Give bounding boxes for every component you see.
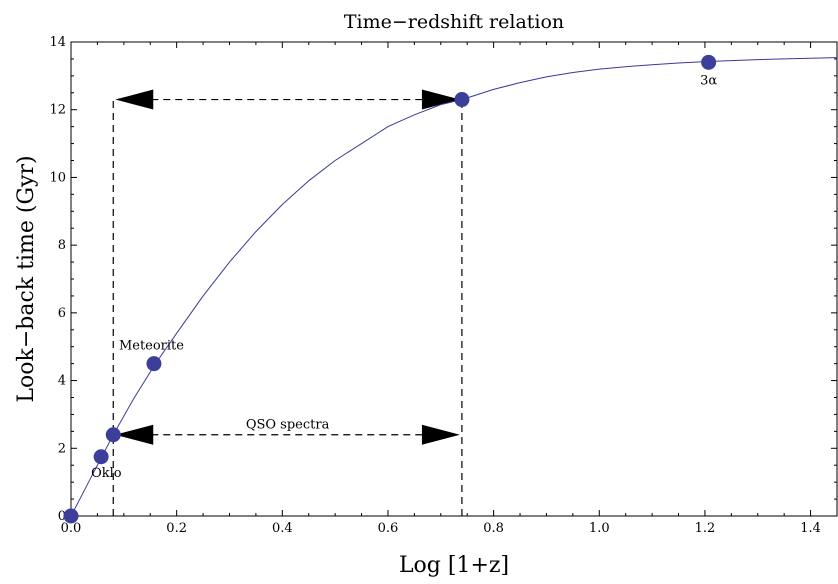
arrowhead-bottom-left — [115, 424, 154, 445]
data-point — [105, 427, 121, 443]
x-axis-ticks: 0.0 0.2 0.4 0.6 0.8 1.0 1.2 1.4 — [61, 42, 838, 536]
y-tick-label: 10 — [49, 170, 66, 185]
data-point — [93, 449, 109, 465]
y-tick-label: 8 — [58, 238, 66, 253]
time-redshift-curve — [70, 57, 838, 517]
qso-spectra-label: QSO spectra — [246, 418, 330, 433]
curve-layer — [70, 57, 838, 517]
y-tick-label: 2 — [58, 441, 66, 456]
arrowhead-top-left — [115, 89, 154, 110]
x-tick-label: 0.0 — [61, 521, 82, 536]
point-annotations: Oklo Meteorite 3α — [91, 73, 717, 480]
x-tick-label: 0.2 — [166, 521, 187, 536]
point-label: 3α — [700, 73, 717, 88]
x-tick-label: 0.6 — [378, 521, 399, 536]
y-tick-label: 4 — [58, 374, 66, 389]
x-tick-label: 1.4 — [800, 521, 821, 536]
data-point — [701, 54, 717, 70]
x-tick-label: 0.4 — [272, 521, 293, 536]
y-axis-ticks: 0 2 4 6 8 10 12 14 — [49, 35, 837, 524]
plot-border — [70, 41, 838, 517]
point-label: Meteorite — [119, 339, 184, 354]
qso-range-arrows — [115, 89, 460, 445]
y-tick-label: 14 — [49, 35, 66, 50]
data-points — [63, 54, 717, 524]
data-point — [454, 92, 470, 108]
y-tick-label: 0 — [58, 509, 66, 524]
x-tick-label: 1.0 — [589, 521, 610, 536]
data-point — [146, 356, 162, 372]
y-tick-label: 6 — [58, 306, 66, 321]
qso-range-lines: QSO spectra — [112, 98, 463, 516]
arrowhead-bottom-right — [421, 424, 460, 445]
x-tick-label: 1.2 — [695, 521, 716, 536]
y-tick-label: 12 — [49, 103, 66, 118]
point-label: Oklo — [91, 466, 122, 481]
chart-title: Time−redshift relation — [344, 11, 564, 33]
y-axis-label: Look−back time (Gyr) — [14, 155, 39, 402]
x-axis-label: Log [1+z] — [399, 553, 509, 578]
x-tick-label: 0.8 — [483, 521, 504, 536]
arrowhead-top-right — [421, 89, 460, 110]
plot-frame — [70, 41, 838, 517]
data-point — [63, 508, 79, 524]
